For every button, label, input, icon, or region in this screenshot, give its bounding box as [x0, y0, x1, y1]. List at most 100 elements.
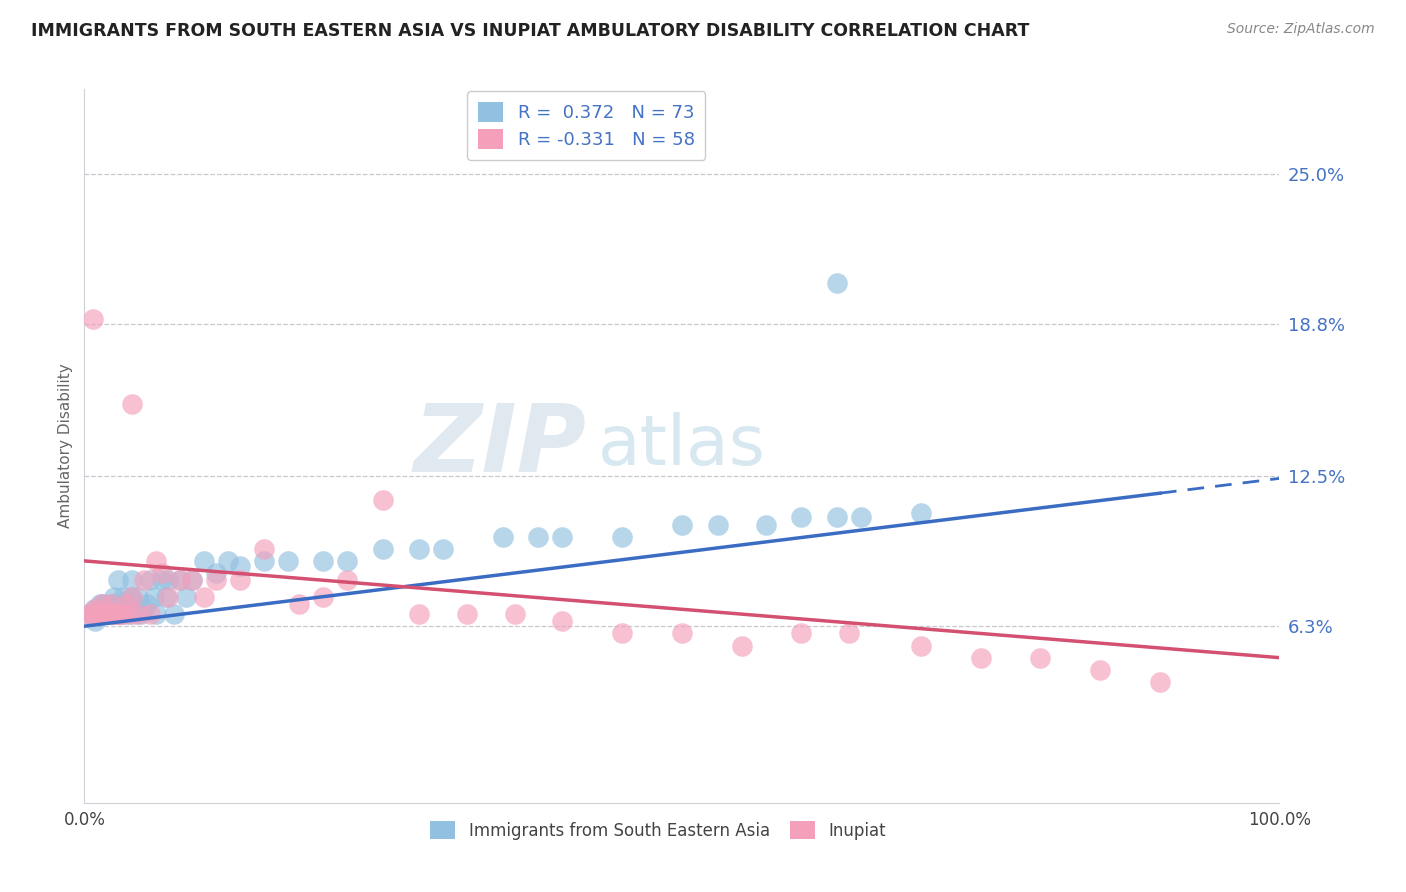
Point	[91, 598, 114, 612]
Point	[103, 590, 125, 604]
Point	[89, 598, 111, 612]
Point	[115, 598, 138, 612]
Point	[97, 607, 120, 621]
Point	[790, 510, 813, 524]
Point	[336, 574, 359, 588]
Point	[193, 590, 215, 604]
Point	[101, 607, 124, 621]
Point	[101, 607, 124, 621]
Point	[169, 574, 191, 588]
Point	[169, 574, 191, 588]
Y-axis label: Ambulatory Disability: Ambulatory Disability	[58, 364, 73, 528]
Point	[86, 602, 108, 616]
Point	[80, 607, 103, 621]
Point	[1090, 663, 1112, 677]
Point	[336, 554, 359, 568]
Point	[111, 590, 134, 604]
Point	[851, 510, 873, 524]
Point	[205, 574, 228, 588]
Point	[104, 607, 127, 621]
Point	[288, 598, 311, 612]
Point	[110, 607, 132, 621]
Point	[408, 607, 430, 621]
Point	[86, 607, 108, 621]
Point	[145, 607, 167, 621]
Point	[755, 517, 778, 532]
Text: ZIP: ZIP	[413, 400, 586, 492]
Point	[98, 602, 121, 616]
Point	[111, 607, 134, 621]
Point	[193, 554, 215, 568]
Point	[93, 602, 115, 616]
Point	[277, 554, 299, 568]
Point	[142, 590, 165, 604]
Point	[145, 554, 167, 568]
Point	[121, 397, 143, 411]
Point	[205, 566, 228, 580]
Point	[790, 626, 813, 640]
Point	[135, 598, 157, 612]
Point	[827, 276, 849, 290]
Point	[90, 607, 112, 621]
Point	[96, 602, 118, 616]
Point	[93, 607, 115, 621]
Point	[107, 574, 129, 588]
Point	[100, 607, 122, 621]
Point	[551, 615, 574, 629]
Point	[970, 650, 993, 665]
Point	[87, 607, 110, 621]
Point	[527, 530, 550, 544]
Point	[79, 607, 101, 621]
Point	[157, 590, 180, 604]
Point	[121, 590, 143, 604]
Point	[827, 510, 849, 524]
Point	[97, 598, 120, 612]
Point	[139, 607, 162, 621]
Point	[87, 607, 110, 621]
Point	[82, 607, 104, 621]
Point	[253, 554, 276, 568]
Point	[101, 607, 124, 621]
Point	[110, 598, 132, 612]
Point	[91, 607, 114, 621]
Point	[612, 626, 634, 640]
Point	[101, 598, 124, 612]
Point	[408, 541, 430, 556]
Point	[181, 574, 204, 588]
Point	[100, 598, 122, 612]
Point	[432, 541, 454, 556]
Point	[86, 607, 108, 621]
Point	[163, 607, 186, 621]
Point	[132, 602, 156, 616]
Point	[77, 607, 100, 621]
Point	[229, 574, 252, 588]
Point	[503, 607, 526, 621]
Point	[127, 590, 149, 604]
Point	[103, 607, 125, 621]
Point	[84, 602, 107, 616]
Point	[98, 607, 121, 621]
Point	[155, 590, 177, 604]
Point	[83, 607, 105, 621]
Point	[612, 530, 634, 544]
Point	[312, 590, 335, 604]
Point	[121, 574, 143, 588]
Text: IMMIGRANTS FROM SOUTH EASTERN ASIA VS INUPIAT AMBULATORY DISABILITY CORRELATION : IMMIGRANTS FROM SOUTH EASTERN ASIA VS IN…	[31, 22, 1029, 40]
Point	[707, 517, 730, 532]
Point	[838, 626, 860, 640]
Point	[174, 590, 197, 604]
Point	[139, 574, 162, 588]
Point	[108, 607, 131, 621]
Point	[105, 602, 128, 616]
Point	[105, 607, 128, 621]
Point	[129, 607, 152, 621]
Point	[229, 558, 252, 573]
Point	[671, 517, 693, 532]
Point	[83, 602, 105, 616]
Point	[104, 607, 127, 621]
Point	[157, 574, 180, 588]
Point	[373, 541, 395, 556]
Point	[94, 607, 117, 621]
Legend: Immigrants from South Eastern Asia, Inupiat: Immigrants from South Eastern Asia, Inup…	[422, 813, 894, 848]
Point	[551, 530, 574, 544]
